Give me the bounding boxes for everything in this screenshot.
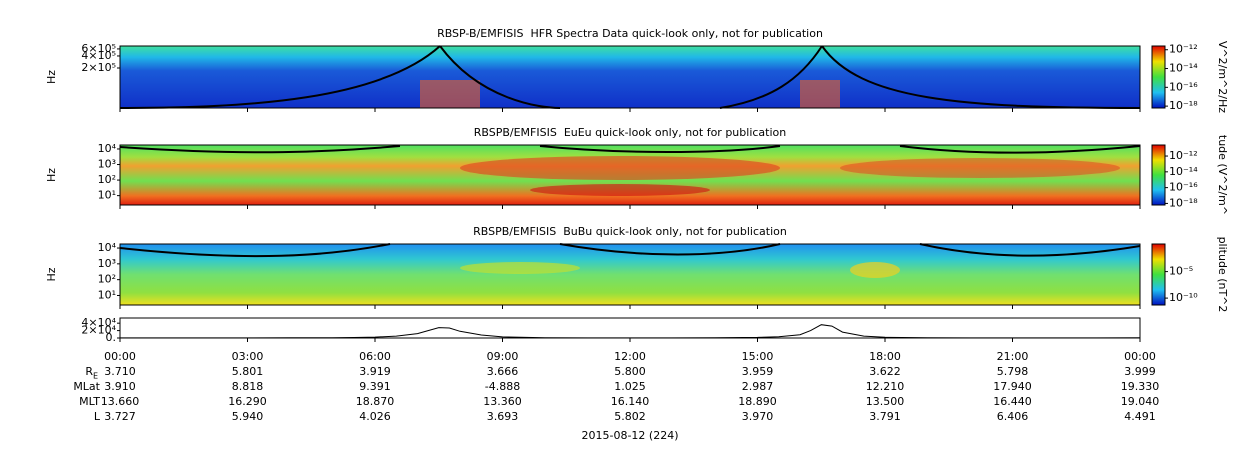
y-tick-label: 10¹ — [98, 288, 116, 301]
colorbar-label: tude (V^2/m^ — [1216, 135, 1229, 215]
ephemeris-value: 5.801 — [232, 365, 264, 378]
ephemeris-value: 13.660 — [101, 395, 140, 408]
ephemeris-value: 3.959 — [742, 365, 774, 378]
ephemeris-value: 16.440 — [993, 395, 1032, 408]
ephemeris-value: 4.491 — [1124, 410, 1156, 423]
y-tick-label: 4×10⁴ — [81, 316, 116, 329]
x-tick-label: 09:00 — [487, 350, 519, 363]
x-tick-label: 03:00 — [232, 350, 264, 363]
colorbar-tick-label: 10⁻¹⁴ — [1169, 165, 1198, 178]
ephemeris-value: 17.940 — [993, 380, 1032, 393]
ephemeris-label: MLat — [73, 380, 100, 393]
ephemeris-value: 13.360 — [483, 395, 522, 408]
ephemeris-label: R — [85, 365, 93, 378]
ephemeris-value: -4.888 — [485, 380, 520, 393]
line-series — [120, 324, 1141, 339]
colorbar-tick-label: 10⁻¹⁸ — [1169, 99, 1198, 112]
ephemeris-value: 19.330 — [1121, 380, 1160, 393]
ephemeris-value: 3.919 — [359, 365, 391, 378]
x-tick-label: 18:00 — [869, 350, 901, 363]
y-tick-label: 10² — [98, 173, 116, 186]
ephemeris-value: 16.290 — [228, 395, 267, 408]
ephemeris-value: 3.791 — [869, 410, 901, 423]
ephemeris-value: 3.666 — [487, 365, 519, 378]
x-tick-label: 15:00 — [742, 350, 774, 363]
y-tick-label: 10³ — [98, 158, 116, 171]
panel-title: RBSPB/EMFISIS BuBu quick-look only, not … — [473, 225, 787, 238]
colorbar-tick-label: 10⁻¹⁶ — [1169, 181, 1198, 194]
y-tick-label: 2×10⁴ — [81, 324, 116, 337]
ephemeris-value: 8.818 — [232, 380, 264, 393]
x-tick-label: 21:00 — [997, 350, 1029, 363]
colorbar-frame — [1151, 243, 1166, 306]
ephemeris-value: 4.026 — [359, 410, 391, 423]
y-tick-label: 10⁴ — [98, 142, 117, 155]
colorbar-label: V^2/m^2/Hz — [1216, 41, 1229, 113]
ephemeris-value: 3.970 — [742, 410, 774, 423]
ephemeris-value: 5.800 — [614, 365, 646, 378]
colorbar-tick-label: 10⁻¹⁶ — [1169, 80, 1198, 93]
ephemeris-value: 1.025 — [614, 380, 646, 393]
ephemeris-label: MLT — [79, 395, 100, 408]
ephemeris-value: 3.727 — [104, 410, 136, 423]
ephemeris-value: 3.622 — [869, 365, 901, 378]
ephemeris-value: 3.910 — [104, 380, 136, 393]
ephemeris-value: 6.406 — [997, 410, 1029, 423]
y-tick-label: 2×10⁵ — [81, 61, 116, 74]
colorbar-tick-label: 10⁻¹² — [1169, 149, 1198, 162]
colorbar-tick-label: 10⁻⁵ — [1169, 265, 1193, 278]
colorbar-tick-label: 10⁻¹⁰ — [1169, 291, 1198, 304]
ephemeris-value: 9.391 — [359, 380, 391, 393]
ephemeris-value: 18.870 — [356, 395, 395, 408]
panel-title: RBSP-B/EMFISIS HFR Spectra Data quick-lo… — [437, 27, 823, 40]
panel-frame — [119, 317, 1141, 339]
y-tick-label: 6×10⁵ — [81, 42, 116, 55]
y-tick-label: 0. — [106, 331, 117, 344]
colorbar-frame — [1151, 45, 1166, 109]
ephemeris-label-subscript: E — [93, 372, 98, 381]
y-tick-label: 10⁴ — [98, 241, 117, 254]
y-tick-label: 10² — [98, 273, 116, 286]
date-label: 2015-08-12 (224) — [581, 429, 678, 442]
ephemeris-value: 18.890 — [738, 395, 777, 408]
ephemeris-value: 5.940 — [232, 410, 264, 423]
x-tick-label: 00:00 — [104, 350, 136, 363]
y-axis-label: Hz — [45, 267, 58, 281]
y-axis-label: Hz — [45, 168, 58, 182]
ephemeris-value: 3.999 — [1124, 365, 1156, 378]
colorbar-tick-label: 10⁻¹⁸ — [1169, 196, 1198, 209]
y-tick-label: 10¹ — [98, 189, 116, 202]
spectrogram-image — [119, 45, 1141, 305]
ephemeris-value: 3.693 — [487, 410, 519, 423]
ephemeris-value: 2.987 — [742, 380, 774, 393]
colorbar-frame — [1151, 144, 1166, 206]
ephemeris-value: 3.710 — [104, 365, 136, 378]
colorbar-tick-label: 10⁻¹² — [1169, 43, 1198, 56]
ephemeris-value: 16.140 — [611, 395, 650, 408]
colorbar-tick-label: 10⁻¹⁴ — [1169, 62, 1198, 75]
x-tick-label: 00:00 — [1124, 350, 1156, 363]
ephemeris-value: 12.210 — [866, 380, 905, 393]
y-tick-label: 10³ — [98, 257, 116, 270]
x-tick-label: 06:00 — [359, 350, 391, 363]
y-tick-label: 4×10⁵ — [81, 49, 116, 62]
ephemeris-value: 5.798 — [997, 365, 1029, 378]
ephemeris-value: 5.802 — [614, 410, 646, 423]
colorbars — [1152, 46, 1165, 305]
ephemeris-value: 19.040 — [1121, 395, 1160, 408]
ephemeris-value: 13.500 — [866, 395, 905, 408]
y-axis-label: Hz — [45, 70, 58, 84]
colorbar-label: plitude (nT^2 — [1216, 237, 1229, 313]
panel-title: RBSPB/EMFISIS EuEu quick-look only, not … — [474, 126, 787, 139]
ephemeris-label: L — [94, 410, 101, 423]
x-tick-label: 12:00 — [614, 350, 646, 363]
